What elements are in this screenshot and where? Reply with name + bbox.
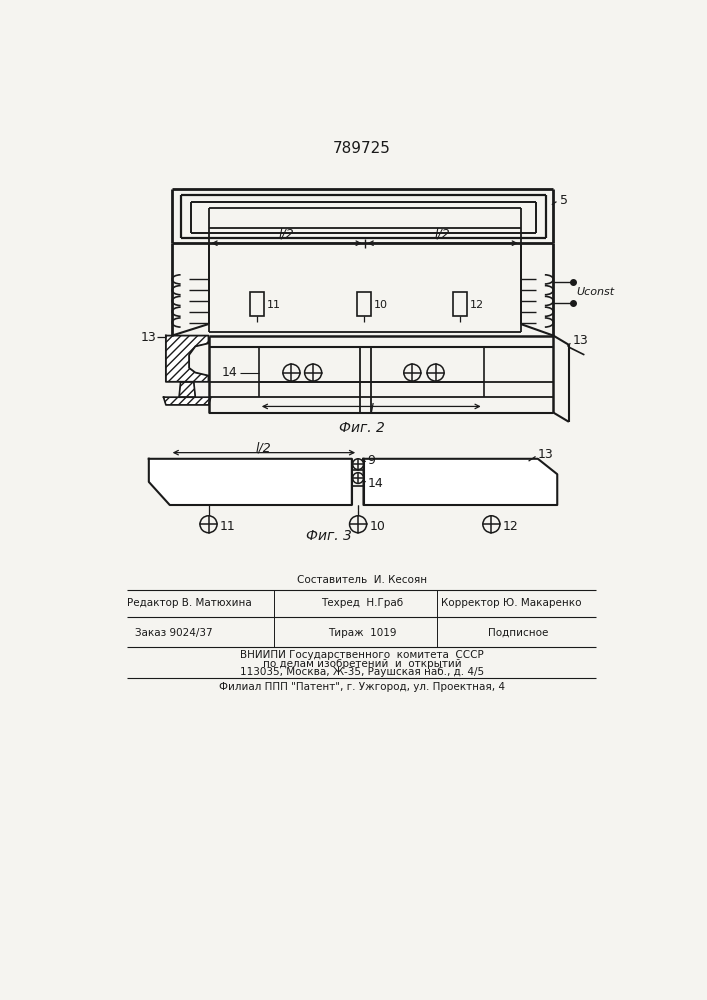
Polygon shape [163,397,211,405]
Text: l/2: l/2 [435,227,450,240]
Circle shape [404,364,421,381]
Text: Uconst: Uconst [577,287,615,297]
Text: 13: 13 [573,334,588,347]
Text: Корректор Ю. Макаренко: Корректор Ю. Макаренко [440,598,581,608]
Circle shape [427,364,444,381]
Polygon shape [149,459,352,505]
Text: l: l [369,403,373,417]
Text: Техред  Н.Граб: Техред Н.Граб [321,598,403,608]
Text: 10: 10 [373,300,387,310]
Text: Тираж  1019: Тираж 1019 [328,628,396,638]
Polygon shape [166,336,209,382]
Text: 10: 10 [370,520,385,533]
Polygon shape [363,459,557,505]
Text: 9: 9 [368,454,375,467]
Text: Заказ 9024/37: Заказ 9024/37 [135,628,212,638]
Text: Фиг. 2: Фиг. 2 [339,421,385,435]
Text: Подписное: Подписное [489,628,549,638]
Text: 11: 11 [220,520,236,533]
Text: 5: 5 [559,194,568,207]
Text: 14: 14 [222,366,238,379]
Text: по делам изобретений  и  открытий: по делам изобретений и открытий [262,659,461,669]
Polygon shape [179,382,195,397]
Text: 12: 12 [503,520,519,533]
Text: 113035, Москва, Ж-35, Раушская наб., д. 4/5: 113035, Москва, Ж-35, Раушская наб., д. … [240,667,484,677]
Text: Редактор В. Матюхина: Редактор В. Матюхина [127,598,252,608]
Circle shape [305,364,322,381]
Text: 14: 14 [368,477,383,490]
Text: 11: 11 [267,300,281,310]
Bar [357,292,371,316]
Text: 13: 13 [538,448,554,461]
Circle shape [200,516,217,533]
Text: Составитель  И. Кесоян: Составитель И. Кесоян [297,575,427,585]
Text: ВНИИПИ Государственного  комитета  СССР: ВНИИПИ Государственного комитета СССР [240,650,484,660]
Circle shape [483,516,500,533]
Circle shape [353,473,363,483]
Text: 789725: 789725 [333,141,391,156]
Text: 12: 12 [469,300,484,310]
Bar [453,292,467,316]
Text: 13: 13 [141,331,157,344]
Text: l/2: l/2 [279,227,294,240]
Circle shape [349,516,367,533]
Text: Фиг. 3: Фиг. 3 [305,529,351,543]
Bar [250,292,264,316]
Circle shape [283,364,300,381]
Text: Филиал ППП "Патент", г. Ужгород, ул. Проектная, 4: Филиал ППП "Патент", г. Ужгород, ул. Про… [219,682,505,692]
Circle shape [353,459,363,470]
Text: l/2: l/2 [256,442,271,455]
